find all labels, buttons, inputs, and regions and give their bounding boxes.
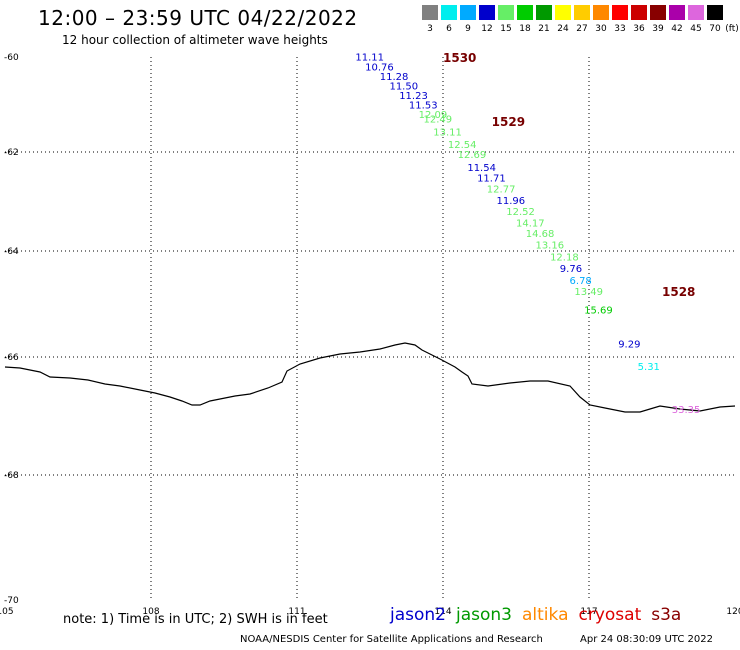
legend-swatch [422, 5, 438, 20]
map-grid: 105 108 111 114 117 120 -60 -62 -64 -66 -68 -70 [0, 53, 740, 617]
credit-text: NOAA/NESDIS Center for Satellite Applica… [240, 634, 543, 645]
wave-height-value: 12.77 [487, 185, 516, 196]
legend-swatch [555, 5, 571, 20]
legend-label: 3 [427, 24, 433, 34]
wave-height-value: 13.11 [433, 127, 462, 138]
wave-height-value: 6.78 [570, 276, 592, 287]
wave-height-value: 11.71 [477, 174, 506, 185]
satellite-name: cryosat [578, 605, 642, 625]
satellite-key: jason2 jason3 altika cryosat s3a [390, 605, 691, 625]
lon-tick-label: 108 [142, 607, 159, 617]
lat-tick-label: -70 [4, 596, 19, 606]
wave-height-value: 11.28 [380, 72, 409, 83]
legend-label: 12 [481, 24, 493, 34]
wave-height-value: 15.69 [584, 306, 613, 317]
wave-height-value: 12.54 [448, 140, 477, 151]
legend-swatch [650, 5, 666, 20]
wave-height-value: 12.69 [458, 150, 487, 161]
legend-label: 9 [465, 24, 471, 34]
legend-label: 70 [709, 24, 721, 34]
wave-height-value: 12.18 [550, 253, 579, 264]
wave-height-value: 13.49 [574, 287, 603, 298]
legend-swatch [441, 5, 457, 20]
legend-label: 42 [671, 24, 683, 34]
legend-swatch [498, 5, 514, 20]
satellite-name: jason3 [456, 605, 512, 625]
legend-label: 33 [614, 24, 626, 34]
wave-height-value: 9.76 [560, 264, 582, 275]
legend-label: 18 [519, 24, 531, 34]
lon-tick-label: 117 [580, 607, 597, 617]
legend-unit: (ft) [725, 24, 739, 34]
legend-label: 24 [557, 24, 569, 34]
legend-label: 36 [633, 24, 645, 34]
legend-label: 21 [538, 24, 550, 34]
wave-height-value: 11.23 [399, 91, 428, 102]
timestamp-text: Apr 24 08:30:09 UTC 2022 [580, 634, 713, 645]
pass-time-label: 1529 [492, 115, 525, 129]
wave-height-value: 5.31 [638, 362, 660, 373]
coastline [4, 342, 736, 413]
legend-label: 6 [446, 24, 452, 34]
lat-tick-label: -64 [4, 247, 19, 257]
observation-labels: 11.1110.7611.2811.5011.2311.5312.0912.49… [355, 52, 700, 416]
map-subtitle: 12 hour collection of altimeter wave hei… [62, 33, 328, 47]
satellite-name: jason2 [390, 605, 446, 625]
lon-tick-label: 111 [288, 607, 305, 617]
legend-swatch [631, 5, 647, 20]
legend-label: 15 [500, 24, 512, 34]
wave-height-value: 13.16 [535, 241, 564, 252]
legend-label: 45 [690, 24, 702, 34]
legend-swatch [460, 5, 476, 20]
lat-tick-label: -62 [4, 148, 19, 158]
wave-height-value: 11.53 [409, 100, 438, 111]
wave-height-value: 12.49 [424, 115, 453, 126]
legend-swatch [669, 5, 685, 20]
legend-swatch [688, 5, 704, 20]
legend-swatch [707, 5, 723, 20]
wave-height-value: 12.09 [419, 110, 448, 121]
wave-height-value: 11.96 [497, 196, 526, 207]
legend-swatch [479, 5, 495, 20]
satellite-name: s3a [651, 605, 682, 625]
pass-time-labels: 1530 1529 1528 [443, 51, 695, 299]
lon-tick-label: 114 [434, 607, 451, 617]
legend-label: 39 [652, 24, 664, 34]
legend-swatch [536, 5, 552, 20]
map-title: 12:00 – 23:59 UTC 04/22/2022 [38, 6, 358, 30]
legend-label: 30 [595, 24, 607, 34]
wave-height-value: 33.35 [672, 405, 701, 416]
legend-label: 27 [576, 24, 588, 34]
pass-time-label: 1530 [443, 51, 476, 65]
wave-height-value: 11.50 [389, 81, 418, 92]
lat-tick-label: -66 [4, 353, 19, 363]
wave-height-value: 11.54 [467, 163, 496, 174]
legend-swatch [612, 5, 628, 20]
wave-height-value: 14.68 [526, 229, 555, 240]
lat-tick-label: -68 [4, 471, 19, 481]
satellite-name: altika [522, 605, 569, 625]
legend-swatch [593, 5, 609, 20]
legend-swatch [517, 5, 533, 20]
wave-height-value: 10.76 [365, 62, 394, 73]
pass-time-label: 1528 [662, 285, 695, 299]
legend-swatch [574, 5, 590, 20]
note-text: note: 1) Time is in UTC; 2) SWH is in fe… [63, 612, 328, 627]
wave-height-value: 9.29 [618, 339, 640, 350]
lon-tick-label: 120 [726, 607, 740, 617]
wave-height-value: 12.52 [506, 207, 535, 218]
wave-height-value: 14.17 [516, 218, 545, 229]
lat-tick-label: -60 [4, 53, 19, 63]
lon-tick-label: 105 [0, 607, 14, 617]
wave-height-value: 11.11 [355, 52, 384, 63]
